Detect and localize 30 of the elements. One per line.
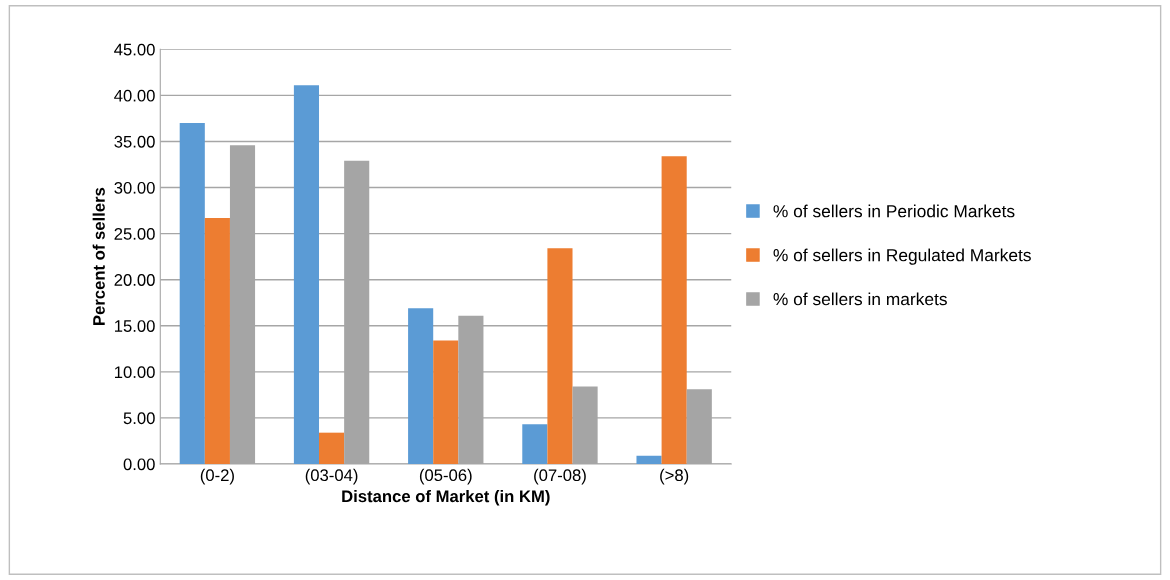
bar — [547, 248, 573, 464]
y-tick-label: 0.00 — [123, 458, 155, 471]
bar — [204, 217, 230, 464]
x-tick-label: (05-06) — [419, 468, 472, 485]
x-tick-label: (0-2) — [200, 468, 234, 485]
bar — [522, 424, 548, 464]
y-tick-label: 40.00 — [114, 89, 155, 102]
bar — [661, 156, 687, 464]
y-axis-title: Percent of sellers — [92, 187, 105, 326]
x-tick-label: (07-08) — [534, 468, 586, 485]
y-tick-label: 45.00 — [114, 43, 155, 56]
bar — [293, 85, 320, 464]
y-tick-label: 15.00 — [115, 320, 155, 332]
y-tick-label: 20.00 — [114, 274, 155, 286]
y-tick-label: 35.00 — [114, 135, 155, 148]
y-tick-label: 10.00 — [115, 366, 155, 379]
legend-label: % of sellers in Periodic Markets — [773, 204, 1015, 218]
y-tick-label: 5.00 — [123, 412, 155, 425]
x-axis-title: Distance of Market (in KM) — [342, 489, 550, 506]
y-tick-label: 25.00 — [114, 228, 155, 240]
x-tick-label: (03-04) — [305, 468, 358, 485]
x-tick-label: (>8) — [660, 468, 689, 485]
bar — [179, 123, 205, 464]
legend-label: % of sellers in markets — [773, 292, 947, 306]
bar — [319, 432, 345, 464]
bar — [408, 308, 434, 464]
legend-label: % of sellers in Regulated Markets — [773, 248, 1031, 265]
bar — [433, 340, 459, 464]
y-tick-label: 30.00 — [114, 181, 155, 194]
bar — [636, 455, 662, 464]
